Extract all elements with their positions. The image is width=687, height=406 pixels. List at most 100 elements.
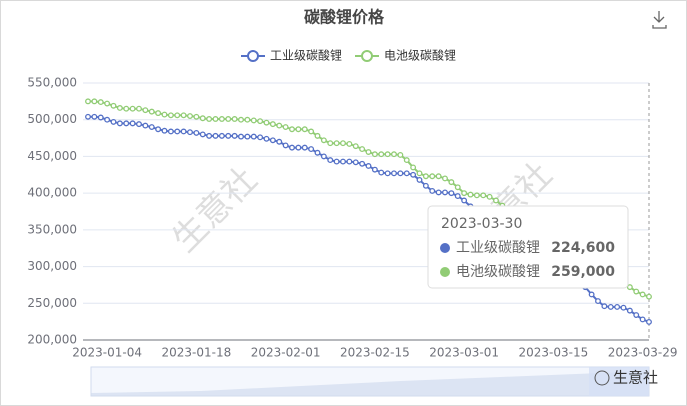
data-point (346, 158, 353, 165)
y-tick-label: 250,000 (27, 296, 77, 310)
data-point (199, 115, 206, 122)
data-point (416, 176, 423, 183)
data-point (333, 158, 340, 165)
data-zoom[interactable] (90, 366, 650, 397)
data-point (136, 121, 142, 128)
data-point (263, 135, 270, 142)
data-point (225, 116, 232, 122)
data-point (167, 112, 174, 119)
data-point (161, 127, 168, 134)
data-point (110, 102, 117, 109)
tooltip-name: 电池级碳酸锂 (456, 264, 540, 280)
legend-marker (361, 50, 373, 62)
data-point (116, 120, 123, 127)
data-point (327, 140, 334, 147)
data-point (187, 129, 193, 136)
data-point (250, 133, 257, 140)
data-point (180, 112, 187, 119)
data-point (397, 170, 404, 177)
data-point (340, 140, 346, 147)
data-point (263, 119, 270, 126)
data-point (365, 163, 372, 169)
legend-label: 电池级碳酸锂 (384, 48, 456, 63)
data-point (97, 114, 104, 121)
data-point (148, 108, 155, 115)
legend-item[interactable]: 电池级碳酸锂 (355, 48, 456, 63)
y-tick-label: 500,000 (27, 112, 77, 126)
data-point (429, 173, 436, 180)
x-tick-label: 2023-01-18 (162, 346, 232, 360)
data-point (231, 116, 238, 122)
x-tick-label: 2023-02-01 (251, 346, 321, 360)
data-point (461, 197, 468, 204)
data-point (295, 126, 302, 133)
watermark: 生意社 (165, 160, 265, 260)
legend-label: 工业级碳酸锂 (270, 48, 342, 63)
data-point (269, 121, 276, 128)
y-tick-label: 350,000 (27, 222, 77, 236)
tooltip-value: 259,000 (551, 264, 615, 280)
data-point (410, 171, 417, 178)
data-point (384, 151, 391, 158)
tooltip-box (427, 205, 629, 289)
legend-item[interactable]: 工业级碳酸锂 (241, 48, 342, 63)
data-point (308, 128, 315, 135)
data-point (646, 293, 652, 300)
data-point (442, 175, 448, 182)
download-icon[interactable] (652, 11, 667, 29)
data-point (359, 146, 366, 153)
tooltip-marker (440, 243, 450, 253)
data-point (314, 132, 321, 139)
data-point (174, 128, 181, 135)
x-tick-label: 2023-03-15 (519, 346, 589, 360)
data-point (340, 158, 346, 165)
data-point (123, 105, 130, 112)
data-point (269, 137, 276, 144)
y-tick-label: 300,000 (27, 259, 77, 273)
data-point (467, 191, 474, 198)
data-point (588, 291, 595, 298)
data-point (193, 113, 200, 120)
data-point (454, 184, 461, 191)
data-point (416, 170, 423, 177)
data-point (244, 116, 251, 123)
data-point (250, 117, 257, 124)
data-point (123, 120, 130, 127)
data-point (403, 170, 410, 177)
y-tick-label: 450,000 (27, 149, 77, 163)
data-point (225, 132, 232, 139)
data-point (480, 192, 487, 199)
data-point (104, 100, 111, 107)
data-point (320, 153, 327, 160)
data-point (442, 189, 448, 196)
tooltip: 2023-03-30 工业级碳酸锂 224,600 电池级碳酸锂 259,000 (427, 205, 629, 289)
legend-marker (247, 50, 259, 62)
data-point (422, 173, 429, 180)
data-point (187, 113, 193, 119)
data-point (352, 159, 359, 166)
data-point (473, 192, 480, 199)
tooltip-name: 工业级碳酸锂 (456, 240, 540, 256)
data-point (639, 291, 646, 298)
data-point (595, 298, 601, 305)
data-point (295, 144, 302, 151)
y-tick-label: 550,000 (27, 76, 77, 90)
data-point (257, 134, 264, 141)
data-point (448, 190, 455, 197)
tooltip-date: 2023-03-30 (441, 216, 522, 232)
data-point (384, 170, 391, 177)
data-point (231, 132, 238, 139)
data-point (85, 113, 91, 120)
data-point (282, 142, 289, 149)
data-point (180, 128, 187, 135)
data-point (371, 166, 378, 173)
data-point (155, 126, 162, 133)
data-point (346, 140, 353, 147)
logo-icon (594, 370, 610, 386)
tooltip-marker (440, 267, 450, 277)
data-point (104, 116, 111, 123)
data-point (218, 116, 225, 122)
data-point (238, 116, 244, 123)
data-point (391, 170, 397, 177)
